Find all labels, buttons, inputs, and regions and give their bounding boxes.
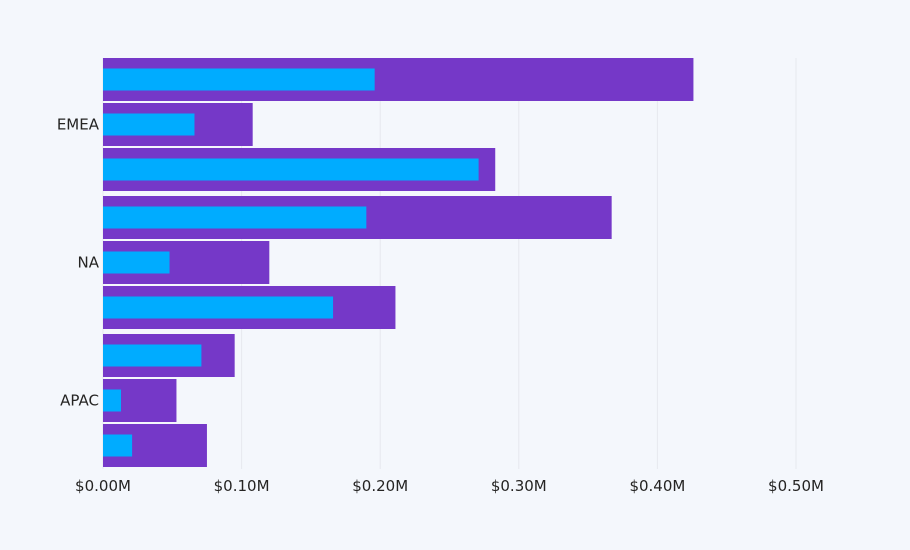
- x-tick-label: $0.00M: [75, 477, 131, 495]
- bar-inner: [103, 434, 133, 457]
- x-tick-label: $0.20M: [352, 477, 408, 495]
- bar-inner: [103, 389, 122, 412]
- category-label: NA: [78, 254, 100, 272]
- x-tick-label: $0.30M: [491, 477, 547, 495]
- bar-inner: [103, 68, 375, 91]
- x-axis-ticks: $0.00M $0.10M $0.20M $0.30M $0.40M $0.50M: [75, 477, 824, 495]
- category-label: APAC: [60, 392, 99, 410]
- x-tick-label: $0.50M: [768, 477, 824, 495]
- bar-inner: [103, 296, 334, 319]
- bars: [103, 58, 694, 467]
- bar-inner: [103, 158, 479, 181]
- x-tick-label: $0.40M: [629, 477, 685, 495]
- category-labels: EMEA NA APAC: [57, 116, 100, 410]
- bar-inner: [103, 113, 195, 136]
- category-label: EMEA: [57, 116, 100, 134]
- x-tick-label: $0.10M: [214, 477, 270, 495]
- bar-inner: [103, 206, 367, 229]
- bar-inner: [103, 251, 170, 274]
- bar-inner: [103, 344, 202, 367]
